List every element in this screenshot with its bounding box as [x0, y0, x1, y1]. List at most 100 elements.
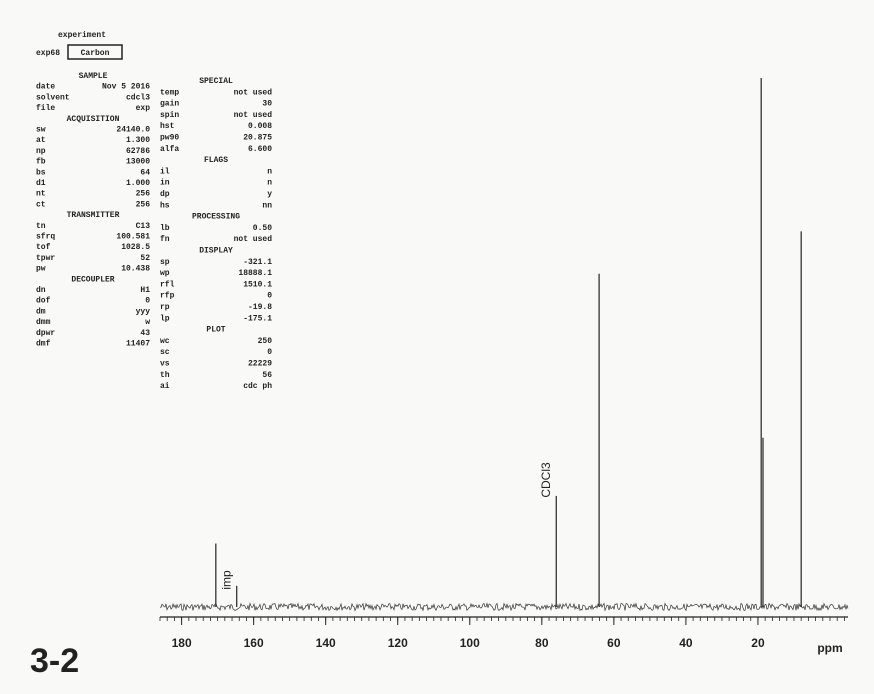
section-title: PROCESSING [192, 213, 240, 222]
x-tick-label: 120 [388, 636, 408, 650]
param-value: 30 [262, 100, 272, 109]
param-key: bs [36, 168, 46, 177]
peak-annotation: CDCl3 [539, 462, 553, 498]
experiment-id: exp68 [36, 49, 60, 58]
param-key: dof [36, 297, 51, 306]
peak-annotation: imp [220, 570, 234, 590]
param-key: ct [36, 200, 46, 209]
param-value: 256 [136, 190, 151, 199]
param-value: Nov 5 2016 [102, 83, 150, 92]
param-key: rfl [160, 280, 175, 289]
param-key: gain [160, 100, 179, 109]
x-tick-label: 80 [535, 636, 549, 650]
param-value: 100.581 [116, 233, 150, 242]
param-key: dp [160, 190, 170, 199]
param-key: il [160, 167, 170, 176]
param-key: vs [160, 360, 170, 369]
param-value: 18888.1 [238, 269, 272, 278]
param-key: pw [36, 265, 46, 274]
param-value: 43 [140, 329, 150, 338]
param-value: nn [262, 201, 272, 210]
param-value: 22229 [248, 360, 272, 369]
param-value: not used [234, 235, 273, 244]
section-title: SAMPLE [79, 72, 108, 81]
param-key: date [36, 83, 55, 92]
param-value: -175.1 [243, 314, 272, 323]
param-key: lb [160, 224, 170, 233]
x-tick-label: 60 [607, 636, 621, 650]
param-key: nt [36, 190, 46, 199]
param-value: 1510.1 [243, 280, 272, 289]
param-key: sw [36, 126, 46, 135]
x-axis-label: ppm [817, 641, 842, 655]
param-value: 52 [140, 254, 150, 263]
param-value: C13 [136, 222, 151, 231]
param-value: 1028.5 [121, 243, 150, 252]
param-value: H1 [140, 286, 150, 295]
param-key: in [160, 179, 170, 188]
param-value: 20.875 [243, 134, 272, 143]
param-key: file [36, 104, 55, 113]
section-title: SPECIAL [199, 77, 233, 86]
param-value: cdcl3 [126, 93, 150, 102]
section-title: ACQUISITION [67, 115, 120, 124]
param-key: dn [36, 286, 46, 295]
param-value: n [267, 167, 272, 176]
x-tick-label: 160 [244, 636, 264, 650]
param-value: 6.600 [248, 145, 272, 154]
param-key: th [160, 371, 170, 380]
param-key: solvent [36, 93, 70, 102]
param-key: fn [160, 235, 170, 244]
param-value: 0.50 [253, 224, 272, 233]
param-value: cdc ph [243, 382, 272, 391]
param-value: 0.008 [248, 122, 272, 131]
param-value: 64 [140, 168, 150, 177]
x-tick-label: 100 [460, 636, 480, 650]
param-value: 1.000 [126, 179, 150, 188]
param-key: wc [160, 337, 170, 346]
param-value: -321.1 [243, 258, 272, 267]
param-key: tn [36, 222, 46, 231]
x-tick-label: 40 [679, 636, 693, 650]
param-value: n [267, 179, 272, 188]
param-key: dpwr [36, 329, 55, 338]
param-value: yyy [136, 307, 151, 316]
param-key: tof [36, 243, 51, 252]
param-key: temp [160, 88, 179, 97]
section-title: PLOT [206, 326, 225, 335]
param-key: dmm [36, 318, 51, 327]
param-key: fb [36, 158, 46, 167]
baseline-noise [159, 602, 849, 612]
param-value: 0 [145, 297, 150, 306]
workspace-label: experiment [58, 31, 106, 40]
param-value: w [145, 318, 150, 327]
param-key: wp [160, 269, 170, 278]
figure-label: 3-2 [30, 642, 79, 680]
param-value: 13000 [126, 158, 150, 167]
param-value: y [267, 190, 272, 199]
param-key: dm [36, 307, 46, 316]
param-key: sc [160, 348, 170, 357]
param-value: 10.438 [121, 265, 150, 274]
section-title: TRANSMITTER [67, 211, 120, 220]
x-tick-label: 180 [172, 636, 192, 650]
param-value: 24140.0 [116, 126, 150, 135]
param-key: sp [160, 258, 170, 267]
param-value: 62786 [126, 147, 150, 156]
experiment-name: Carbon [81, 49, 110, 58]
param-key: pw90 [160, 134, 179, 143]
name-box [67, 44, 123, 60]
param-key: rp [160, 303, 170, 312]
param-key: lp [160, 314, 170, 323]
param-key: at [36, 136, 46, 145]
param-value: 256 [136, 200, 151, 209]
param-key: tpwr [36, 254, 55, 263]
param-key: np [36, 147, 46, 156]
param-key: hst [160, 122, 175, 131]
param-key: alfa [160, 145, 179, 154]
param-key: dmf [36, 340, 51, 349]
x-tick-label: 140 [316, 636, 336, 650]
param-value: 1.300 [126, 136, 150, 145]
